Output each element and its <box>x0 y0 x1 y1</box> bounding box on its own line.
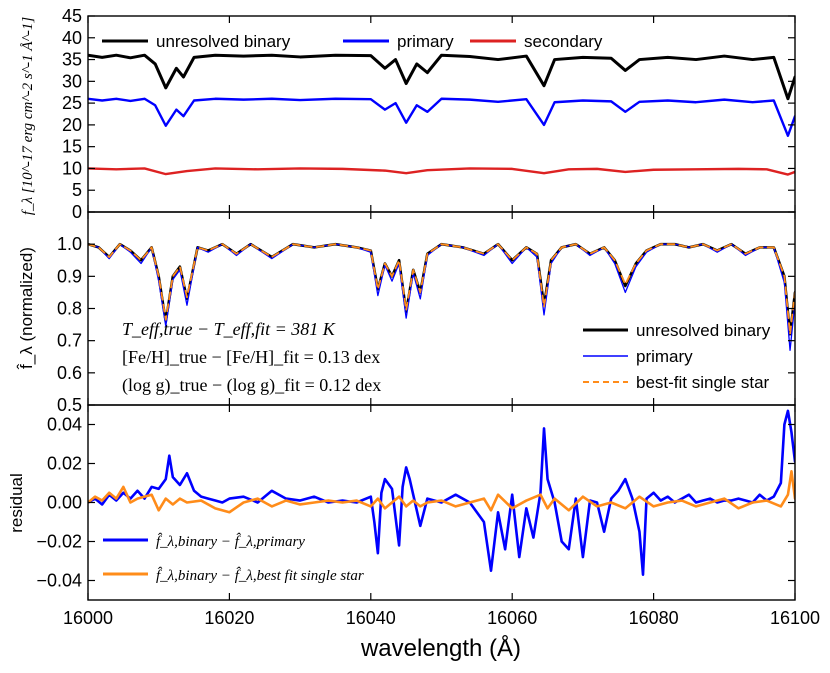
series-line-normalized-best-fit-single-star <box>88 243 795 336</box>
ytick-label-flux-6: 30 <box>62 71 82 91</box>
normalized-panel: 0.5 0.6 0.7 0.8 0.9 1.0 f̂_λ (normalized) T_e… <box>16 211 796 415</box>
ytick-label-normalized-4: 0.9 <box>57 266 82 286</box>
legend-label-resid-primary: f̂_λ,binary − f̂_λ,primary <box>156 533 305 550</box>
xtick-label-1: 16020 <box>204 608 254 628</box>
annotation-feh: [Fe/H]_true − [Fe/H]_fit = 0.13 dex <box>122 347 380 367</box>
normalized-annotations: T_eff,true − T_eff,fit = 381 K [Fe/H]_tr… <box>122 319 381 396</box>
annotation-teff: T_eff,true − T_eff,fit = 381 K <box>122 319 336 339</box>
residual-series-group <box>88 409 795 576</box>
flux-series-group <box>88 53 795 176</box>
ytick-label-flux-5: 25 <box>62 93 82 113</box>
ytick-label-normalized-1: 0.6 <box>57 363 82 383</box>
residual-legend: f̂_λ,binary − f̂_λ,primary f̂_λ,binary −… <box>103 533 364 584</box>
normalized-legend: unresolved binary primary best-fit singl… <box>583 321 771 392</box>
xtick-label-4: 16080 <box>629 608 679 628</box>
legend-label-unresolved-binary: unresolved binary <box>156 32 291 51</box>
normalized-xticks <box>87 212 796 405</box>
legend-label-norm-bestfit: best-fit single star <box>636 373 770 392</box>
ytick-label-normalized-5: 1.0 <box>57 234 82 254</box>
legend-label-norm-unresolved-binary: unresolved binary <box>636 321 771 340</box>
ytick-label-flux-3: 15 <box>62 137 82 157</box>
residual-xticks: 16000 16020 16040 16060 16080 16100 <box>63 405 820 628</box>
ytick-label-residual-1: −0.02 <box>36 532 82 552</box>
ytick-label-flux-1: 5 <box>72 180 82 200</box>
series-line-flux-secondary <box>88 167 795 176</box>
xtick-label-5: 16100 <box>770 608 820 628</box>
ytick-label-residual-3: 0.02 <box>47 454 82 474</box>
flux-legend: unresolved binary primary secondary <box>102 32 603 51</box>
ytick-label-flux-8: 40 <box>62 28 82 48</box>
ytick-label-residual-4: 0.04 <box>47 415 82 435</box>
ytick-label-normalized-3: 0.8 <box>57 299 82 319</box>
normalized-yticks: 0.5 0.6 0.7 0.8 0.9 1.0 <box>57 234 795 415</box>
residual-panel: −0.04−0.020.000.020.04 16000 16020 16040 16… <box>7 404 820 662</box>
flux-ylabel: f_λ [10^-17 erg cm^-2 s^-1 Å^-1] <box>20 17 36 215</box>
ytick-label-flux-7: 35 <box>62 50 82 70</box>
ytick-label-normalized-2: 0.7 <box>57 331 82 351</box>
series-line-residual-f-binary-f-best-fit-single-star <box>88 470 795 514</box>
normalized-series-group <box>88 242 795 351</box>
ytick-label-flux-4: 20 <box>62 115 82 135</box>
series-line-flux-unresolved-binary <box>88 53 795 101</box>
residual-ylabel: residual <box>7 473 26 533</box>
series-line-residual-f-binary-f-primary <box>88 409 795 576</box>
ytick-label-flux-0: 0 <box>72 202 82 222</box>
ytick-label-residual-2: 0.00 <box>47 493 82 513</box>
normalized-ylabel: f̂_λ (normalized) <box>16 247 36 370</box>
series-line-normalized-primary <box>88 243 795 351</box>
ytick-label-flux-2: 10 <box>62 158 82 178</box>
xtick-label-2: 16040 <box>346 608 396 628</box>
legend-label-resid-bestfit: f̂_λ,binary − f̂_λ,best fit single star <box>156 567 364 584</box>
ytick-label-normalized-0: 0.5 <box>57 395 82 415</box>
x-axis-label: wavelength (Å) <box>360 634 521 662</box>
annotation-logg: (log g)_true − (log g)_fit = 0.12 dex <box>122 375 381 396</box>
legend-label-norm-primary: primary <box>636 347 693 366</box>
flux-xticks <box>87 16 796 212</box>
residual-yticks: −0.04 −0.02 0.00 0.02 0.04 <box>36 415 795 591</box>
xtick-label-0: 16000 <box>63 608 113 628</box>
legend-label-primary: primary <box>397 32 454 51</box>
legend-label-secondary: secondary <box>524 32 603 51</box>
xtick-label-3: 16060 <box>487 608 537 628</box>
ytick-label-flux-9: 45 <box>62 6 82 26</box>
series-line-flux-primary <box>88 97 795 137</box>
ytick-label-residual-0: −0.04 <box>36 571 82 591</box>
